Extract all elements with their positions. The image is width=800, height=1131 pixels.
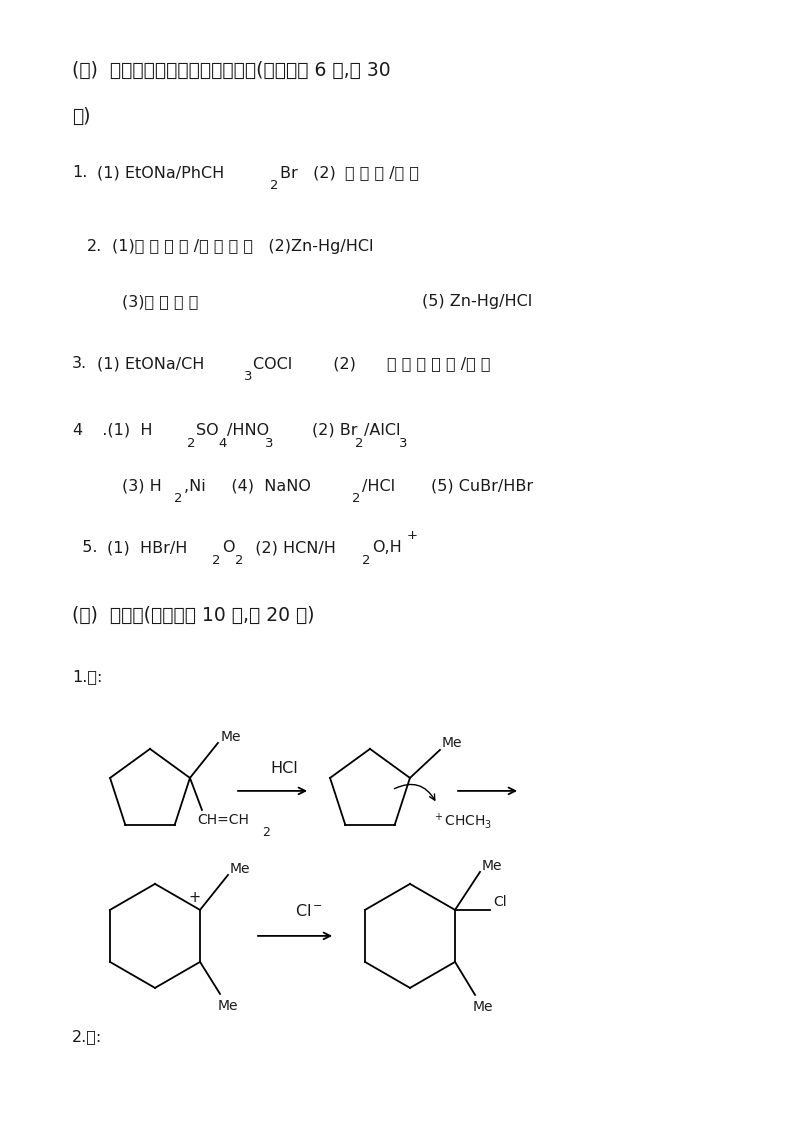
Text: 2: 2 [212, 554, 221, 567]
Text: 1.解:: 1.解: [72, 668, 102, 684]
Text: 2.解:: 2.解: [72, 1029, 102, 1044]
Text: 2: 2 [355, 437, 363, 450]
Text: 2: 2 [362, 554, 370, 567]
Text: (5) Zn-Hg/HCl: (5) Zn-Hg/HCl [422, 294, 532, 309]
Text: SO: SO [196, 423, 218, 438]
Text: 3.: 3. [72, 356, 87, 371]
Text: (五)  机理题(每个小题 10 分,共 20 分): (五) 机理题(每个小题 10 分,共 20 分) [72, 606, 314, 625]
Text: 3: 3 [244, 370, 253, 383]
Text: (1) EtONa/PhCH: (1) EtONa/PhCH [97, 165, 224, 180]
Text: Me: Me [218, 999, 238, 1013]
Text: 2: 2 [235, 554, 243, 567]
Text: ￠ ￠ ￠ ￠ ￠ /￠ ￠: ￠ ￠ ￠ ￠ ￠ /￠ ￠ [387, 356, 490, 371]
Text: 分): 分) [72, 107, 90, 126]
Text: 4: 4 [72, 423, 82, 438]
Text: (四)  指定原料开始合成下列化合物(每个小题 6 分,共 30: (四) 指定原料开始合成下列化合物(每个小题 6 分,共 30 [72, 61, 390, 80]
Text: +: + [188, 890, 200, 905]
Text: Me: Me [221, 729, 242, 744]
Text: 2.: 2. [87, 239, 102, 253]
Text: 2: 2 [174, 492, 182, 506]
Text: .(1)  H: .(1) H [92, 423, 153, 438]
Text: COCl        (2): COCl (2) [253, 356, 361, 371]
Text: /HCl       (5) CuBr/HBr: /HCl (5) CuBr/HBr [362, 478, 533, 493]
Text: ,Ni     (4)  NaNO: ,Ni (4) NaNO [184, 478, 311, 493]
Text: Cl$^-$: Cl$^-$ [295, 903, 323, 918]
Text: 3: 3 [265, 437, 274, 450]
Text: Me: Me [482, 858, 502, 873]
Text: HCl: HCl [270, 761, 298, 776]
Text: 5.: 5. [72, 541, 98, 555]
Text: 2: 2 [270, 179, 278, 192]
Text: /AlCl: /AlCl [364, 423, 401, 438]
Text: 3: 3 [399, 437, 407, 450]
Text: O,H: O,H [372, 541, 402, 555]
Text: Cl: Cl [493, 895, 506, 909]
Text: 2: 2 [187, 437, 195, 450]
Text: CH=CH: CH=CH [197, 813, 249, 827]
Text: (2) Br: (2) Br [312, 423, 358, 438]
Text: 4: 4 [218, 437, 226, 450]
Text: 2: 2 [352, 492, 361, 506]
Text: (1) EtONa/CH: (1) EtONa/CH [97, 356, 204, 371]
Text: 2: 2 [262, 826, 270, 839]
Text: $^+$CHCH$_3$: $^+$CHCH$_3$ [432, 811, 492, 831]
Text: +: + [407, 529, 418, 542]
Text: ￠ ￠ ￠ /￠ ￠: ￠ ￠ ￠ /￠ ￠ [345, 165, 419, 180]
Text: Br   (2): Br (2) [280, 165, 336, 180]
Text: Me: Me [442, 736, 462, 750]
Text: 1.: 1. [72, 165, 87, 180]
Text: Me: Me [473, 1000, 494, 1013]
Text: /HNO: /HNO [227, 423, 269, 438]
Text: (1)￠ ￠ ￠ ￠ /￠ ￠ ￠ ￠   (2)Zn-Hg/HCl: (1)￠ ￠ ￠ ￠ /￠ ￠ ￠ ￠ (2)Zn-Hg/HCl [112, 239, 374, 253]
Text: O: O [222, 541, 234, 555]
Text: (3)￠ ￠ ￠ ￠: (3)￠ ￠ ￠ ￠ [122, 294, 198, 309]
Text: (1)  HBr/H: (1) HBr/H [107, 541, 187, 555]
Text: (2) HCN/H: (2) HCN/H [245, 541, 336, 555]
Text: Me: Me [230, 862, 250, 875]
Text: (3) H: (3) H [122, 478, 162, 493]
